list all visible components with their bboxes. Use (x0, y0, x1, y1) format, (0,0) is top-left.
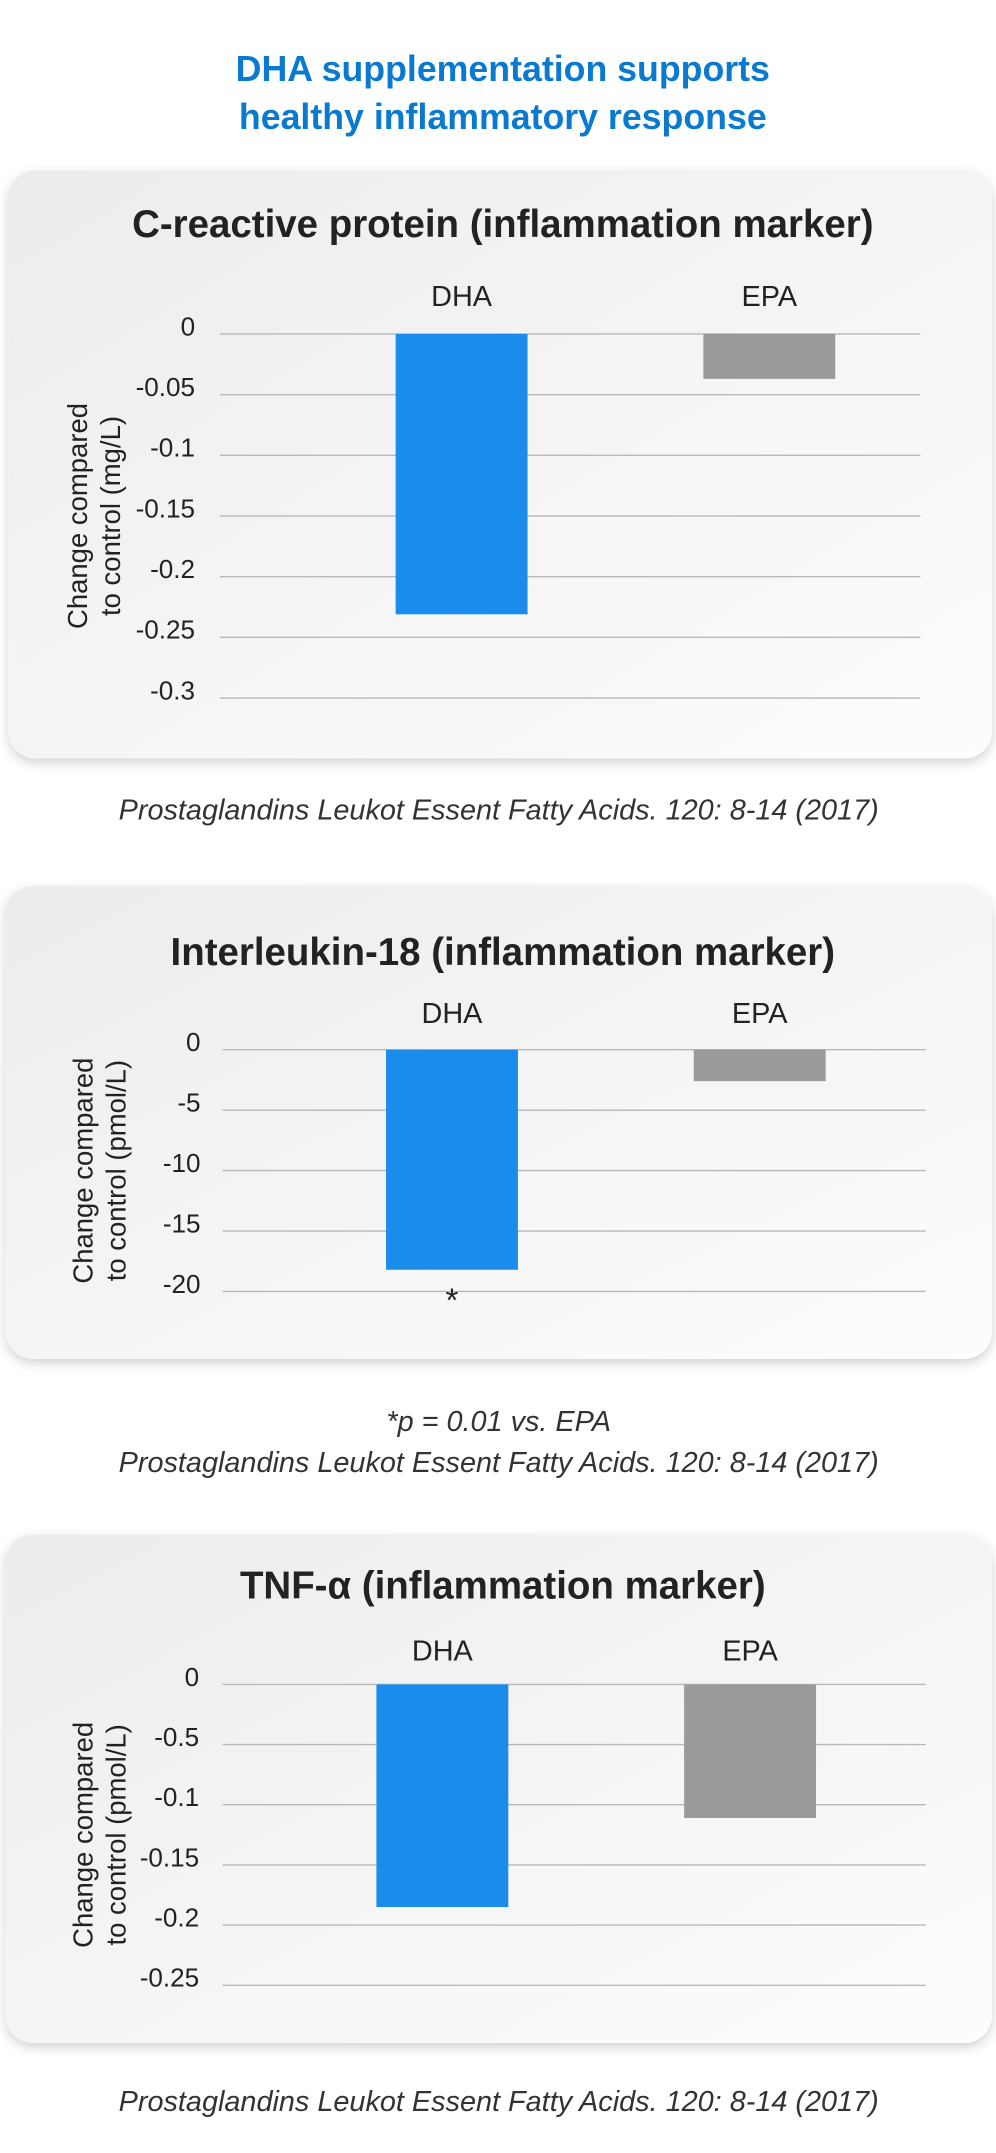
source: Prostaglandins Leukot Essent Fatty Acids… (119, 1447, 879, 1479)
category-label: EPA (742, 281, 798, 313)
chart-title: C-reactive protein (inflammation marker) (132, 203, 873, 246)
source: Prostaglandins Leukot Essent Fatty Acids… (119, 795, 879, 827)
chart-title: TNF-α (inflammation marker) (240, 1564, 766, 1607)
category-label: EPA (722, 1635, 778, 1667)
bar (395, 333, 528, 615)
y-tick-label: -0.25 (140, 1963, 199, 1993)
category-label: DHA (431, 281, 493, 313)
y-axis-label: Change compared (67, 1058, 98, 1284)
y-axis-label: to control (pmol/L) (100, 1724, 131, 1945)
bar (376, 1684, 509, 1908)
bar (386, 1049, 518, 1270)
footnote: *p = 0.01 vs. EPA (386, 1406, 611, 1438)
bar (684, 1684, 817, 1818)
y-axis-label: to control (mg/L) (95, 416, 126, 616)
y-tick-label: -0.15 (136, 493, 195, 523)
bar (693, 1049, 826, 1082)
page-title: DHA supplementation supports (236, 49, 770, 89)
source: Prostaglandins Leukot Essent Fatty Acids… (119, 2086, 879, 2118)
category-label: EPA (732, 998, 788, 1030)
y-tick-label: -0.1 (154, 1782, 199, 1812)
y-tick-label: -0.25 (136, 615, 195, 645)
y-axis-label: Change compared (67, 1722, 98, 1948)
category-label: DHA (422, 998, 484, 1030)
category-label: DHA (412, 1635, 474, 1667)
y-tick-label: -0.1 (150, 433, 195, 463)
page-title: healthy inflammatory response (239, 97, 767, 137)
y-tick-label: 0 (186, 1027, 201, 1057)
y-tick-label: -0.15 (140, 1842, 199, 1872)
y-tick-label: -0.3 (150, 675, 195, 705)
y-tick-label: -0.2 (154, 1902, 199, 1932)
significance-marker: * (446, 1281, 459, 1318)
y-axis-label: to control (pmol/L) (100, 1060, 131, 1281)
y-tick-label: -20 (163, 1269, 201, 1299)
y-tick-label: -10 (163, 1148, 201, 1178)
y-tick-label: 0 (185, 1662, 200, 1692)
y-tick-label: -0.5 (154, 1722, 199, 1752)
y-tick-label: -15 (163, 1208, 201, 1238)
bar (703, 333, 836, 379)
y-tick-label: -0.05 (136, 372, 195, 402)
y-axis-label: Change compared (62, 403, 93, 629)
chart-title: Interleukin-18 (inflammation marker) (171, 931, 836, 974)
y-tick-label: 0 (181, 311, 196, 341)
y-tick-label: -5 (177, 1088, 200, 1118)
y-tick-label: -0.2 (150, 554, 195, 584)
